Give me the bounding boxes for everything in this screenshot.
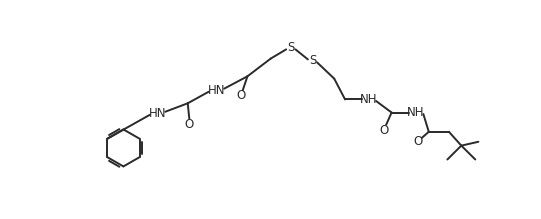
Text: O: O: [379, 124, 388, 137]
Text: HN: HN: [208, 84, 225, 97]
Text: S: S: [309, 55, 316, 67]
Text: S: S: [287, 41, 294, 54]
Text: O: O: [184, 118, 194, 131]
Text: O: O: [236, 89, 246, 102]
Text: NH: NH: [360, 93, 377, 106]
Text: O: O: [413, 135, 423, 148]
Text: NH: NH: [407, 106, 424, 119]
Text: HN: HN: [149, 107, 166, 120]
